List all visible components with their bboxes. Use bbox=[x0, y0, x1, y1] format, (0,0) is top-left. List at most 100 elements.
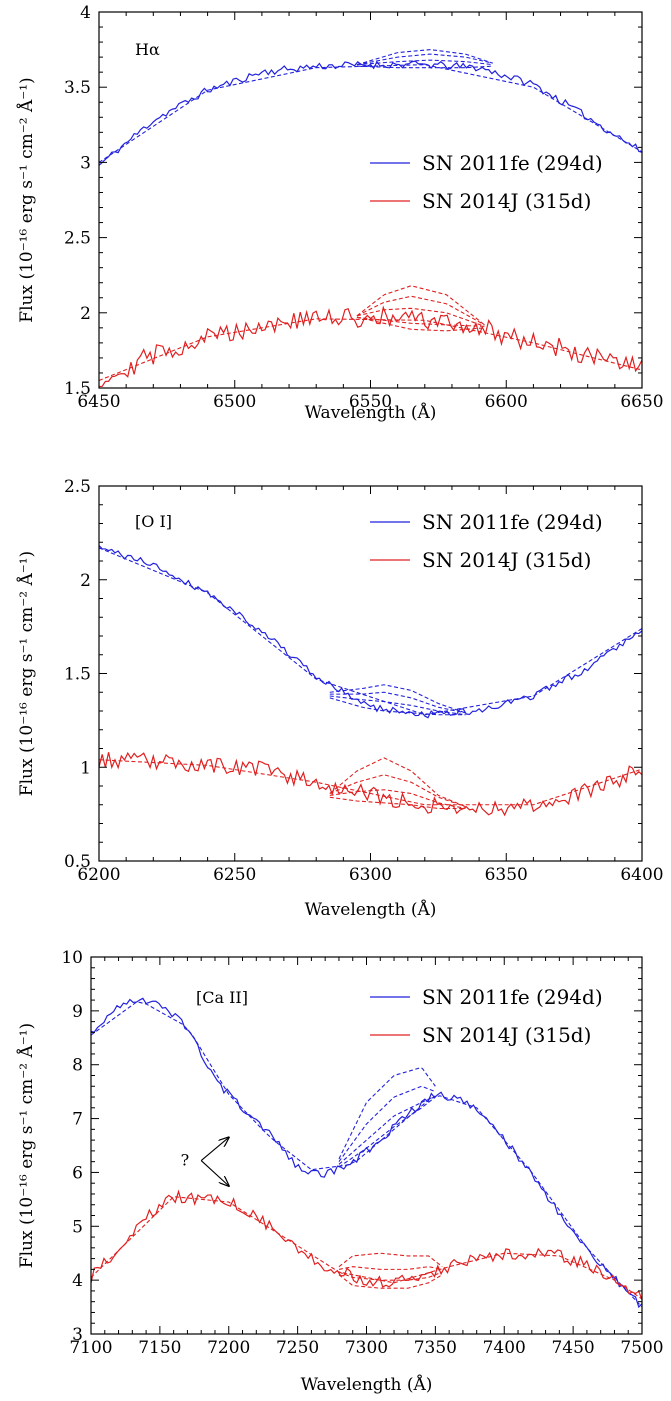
legend-entry: SN 2014J (315d) bbox=[422, 189, 591, 213]
x-tick-label: 7250 bbox=[276, 1338, 319, 1358]
y-tick-label: 2 bbox=[80, 304, 91, 324]
x-axis-title: Wavelength (Å) bbox=[301, 1374, 433, 1395]
model-curve bbox=[99, 318, 642, 381]
y-tick-label: 4 bbox=[72, 1271, 83, 1291]
legend: SN 2011fe (294d) SN 2014J (315d) bbox=[370, 510, 603, 572]
panel-h-alpha: 6450 6500 6550 6600 6650 1.5 2 2.5 3 3.5 4 Waveleng… bbox=[16, 3, 664, 423]
model-curve bbox=[338, 1271, 443, 1281]
plot-area bbox=[99, 49, 642, 388]
model-curve bbox=[99, 547, 642, 716]
x-axis-title: Wavelength (Å) bbox=[305, 402, 437, 423]
model-curve bbox=[356, 295, 485, 326]
model-curve bbox=[356, 65, 493, 69]
y-tick-label: 3.5 bbox=[64, 78, 91, 98]
model-curve bbox=[356, 307, 485, 327]
y-tick-label: 1.5 bbox=[64, 379, 91, 399]
x-tick-label: 7100 bbox=[69, 1338, 112, 1358]
x-tick-label: 6450 bbox=[77, 392, 120, 412]
y-tick-label: 3 bbox=[72, 1325, 83, 1345]
spectrum-sn2011fe bbox=[99, 545, 642, 719]
legend: SN 2011fe (294d) SN 2014J (315d) bbox=[370, 985, 603, 1047]
panel-label: [Ca II] bbox=[196, 988, 248, 1007]
panel-o-i: 6200 6250 6300 6350 6400 0.5 1 1.5 2 2.5 Wavelengt… bbox=[16, 477, 664, 920]
spectrum-sn2014j bbox=[91, 1189, 642, 1301]
x-tick-label: 6500 bbox=[213, 392, 256, 412]
legend-entry: SN 2014J (315d) bbox=[422, 1023, 591, 1047]
y-tick-label: 4 bbox=[80, 3, 91, 23]
x-tick-label: 6300 bbox=[349, 865, 392, 885]
panel-label: [O I] bbox=[135, 512, 172, 531]
y-tick-label: 9 bbox=[72, 1002, 83, 1022]
model-curve bbox=[329, 789, 466, 810]
y-axis-title: Flux (10⁻¹⁶ erg s⁻¹ cm⁻² Å⁻¹) bbox=[16, 1023, 37, 1268]
y-tick-label: 2.5 bbox=[64, 477, 91, 497]
annotation-question-mark: ? bbox=[181, 1151, 190, 1170]
y-tick-label: 6 bbox=[72, 1163, 83, 1183]
model-curve bbox=[338, 1096, 436, 1168]
model-curve bbox=[356, 59, 493, 66]
model-curve bbox=[329, 684, 466, 714]
model-curve bbox=[329, 757, 466, 808]
plot-area bbox=[99, 545, 642, 817]
model-curve bbox=[356, 53, 493, 66]
x-axis-title: Wavelength (Å) bbox=[305, 899, 437, 920]
x-tick-label: 6350 bbox=[485, 865, 528, 885]
y-tick-label: 8 bbox=[72, 1056, 83, 1076]
model-curve bbox=[329, 774, 466, 808]
x-tick-label: 7300 bbox=[345, 1338, 388, 1358]
x-tick-label: 6250 bbox=[213, 865, 256, 885]
plot-frame bbox=[90, 956, 643, 1335]
model-curve bbox=[356, 285, 485, 326]
model-curve bbox=[338, 1067, 436, 1160]
y-axis-title: Flux (10⁻¹⁶ erg s⁻¹ cm⁻² Å⁻¹) bbox=[16, 551, 37, 796]
spectrum-sn2011fe bbox=[91, 997, 642, 1309]
x-tick-label: 7150 bbox=[138, 1338, 181, 1358]
y-tick-label: 5 bbox=[72, 1217, 83, 1237]
y-tick-label: 1 bbox=[80, 758, 91, 778]
model-curve bbox=[99, 759, 642, 806]
annotation-arrow bbox=[200, 1160, 229, 1186]
spectrum-sn2014j bbox=[99, 751, 642, 817]
legend-entry: SN 2011fe (294d) bbox=[422, 151, 603, 175]
model-curve bbox=[91, 1196, 642, 1300]
model-curve bbox=[356, 316, 485, 332]
y-tick-label: 1.5 bbox=[64, 665, 91, 685]
legend: SN 2011fe (294d) SN 2014J (315d) bbox=[370, 151, 603, 213]
model-curve bbox=[329, 691, 466, 714]
x-tick-label: 7500 bbox=[620, 1338, 663, 1358]
y-axis-title: Flux (10⁻¹⁶ erg s⁻¹ cm⁻² Å⁻¹) bbox=[16, 77, 37, 322]
annotation-arrow bbox=[200, 1137, 229, 1162]
x-tick-label: 6200 bbox=[77, 865, 120, 885]
panel-ca-ii: 7100 7150 7200 7250 7300 7350 7400 7450 7500 3 4 5 6… bbox=[16, 948, 664, 1395]
x-tick-label: 6400 bbox=[620, 865, 663, 885]
model-curve bbox=[329, 796, 466, 810]
legend-entry: SN 2014J (315d) bbox=[422, 548, 591, 572]
legend-entry: SN 2011fe (294d) bbox=[422, 985, 603, 1009]
x-tick-label: 6650 bbox=[620, 392, 663, 412]
y-tick-label: 3 bbox=[80, 153, 91, 173]
x-tick-label: 6600 bbox=[485, 392, 528, 412]
x-tick-label: 6550 bbox=[349, 392, 392, 412]
model-curve bbox=[356, 316, 485, 327]
panel-label: Hα bbox=[135, 40, 160, 59]
model-curve bbox=[338, 1274, 443, 1289]
legend-entry: SN 2011fe (294d) bbox=[422, 510, 603, 534]
x-tick-label: 7400 bbox=[483, 1338, 526, 1358]
y-tick-label: 2.5 bbox=[64, 229, 91, 249]
y-tick-label: 2 bbox=[80, 571, 91, 591]
model-curve bbox=[338, 1095, 436, 1165]
x-tick-label: 7350 bbox=[414, 1338, 457, 1358]
spectrum-sn2011fe bbox=[99, 60, 642, 166]
x-tick-label: 7450 bbox=[551, 1338, 594, 1358]
plot-area bbox=[91, 997, 642, 1309]
y-tick-label: 7 bbox=[72, 1110, 83, 1130]
model-curve bbox=[338, 1252, 443, 1268]
y-tick-label: 10 bbox=[61, 948, 83, 968]
plot-frame bbox=[98, 485, 643, 862]
y-tick-label: 0.5 bbox=[64, 852, 91, 872]
model-curve bbox=[338, 1266, 443, 1270]
model-curve bbox=[338, 1085, 436, 1162]
spectrum-sn2014j bbox=[99, 305, 642, 388]
model-curve bbox=[91, 1001, 642, 1308]
